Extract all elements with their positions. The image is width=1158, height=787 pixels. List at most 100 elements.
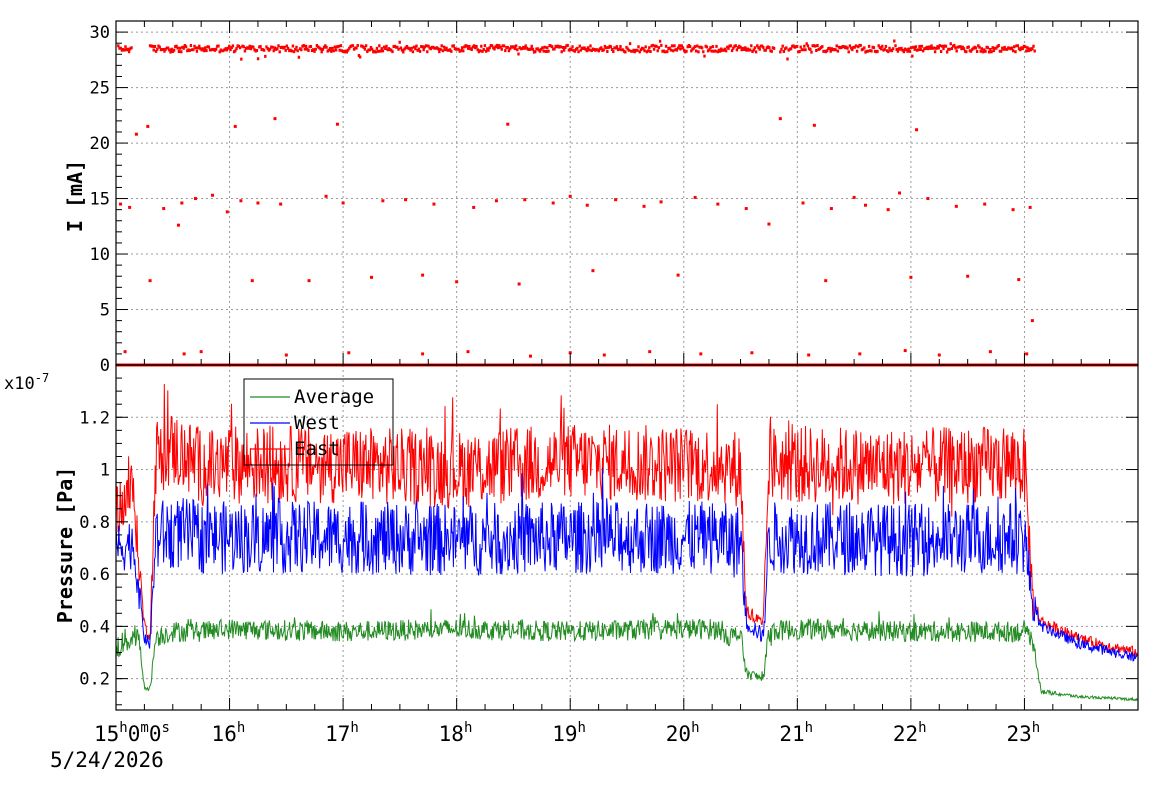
hour-number: 20 <box>666 722 691 746</box>
current-point <box>812 123 816 127</box>
time-hour-label: 19h <box>552 720 586 746</box>
axes <box>115 20 1139 711</box>
current-point <box>128 205 132 209</box>
current-point <box>966 274 970 278</box>
current-point <box>421 273 425 277</box>
current-point <box>659 200 663 204</box>
current-point <box>494 199 498 203</box>
current-point <box>676 273 680 277</box>
origin-hours: 15 <box>94 722 119 746</box>
legend-box <box>243 378 394 466</box>
current-point <box>193 197 197 201</box>
current-point <box>716 202 720 206</box>
hour-number: 16 <box>212 722 237 746</box>
current-point <box>852 195 856 199</box>
hour-number: 22 <box>893 722 918 746</box>
current-point <box>750 351 754 355</box>
current-point <box>585 203 589 207</box>
current-point <box>778 117 782 121</box>
hour-number: 21 <box>779 722 804 746</box>
time-hour-label: 22h <box>893 720 927 746</box>
current-point <box>284 353 288 357</box>
current-ytick-label: 20 <box>90 134 110 154</box>
time-hour-label: 23h <box>1006 720 1040 746</box>
current-series <box>116 39 1138 367</box>
current-ytick-label: 15 <box>90 190 110 210</box>
current-point <box>324 194 328 198</box>
pressure-series <box>115 383 1138 702</box>
legend-label-west: West <box>294 412 340 434</box>
pressure-ytick-label: 0.4 <box>79 617 110 637</box>
current-point <box>506 122 510 126</box>
current-point <box>307 279 311 283</box>
current-point <box>602 353 606 357</box>
current-point <box>937 353 941 357</box>
current-point <box>146 124 150 128</box>
current-point <box>273 117 277 121</box>
current-point <box>370 275 373 279</box>
current-point <box>591 269 595 273</box>
pressure-line-west <box>115 467 1138 662</box>
legend-label-east: East <box>294 438 340 460</box>
current-point <box>1011 208 1015 212</box>
current-point <box>517 282 521 286</box>
current-grid <box>115 21 1138 366</box>
current-ytick-label: 25 <box>90 79 110 99</box>
current-point <box>211 193 215 197</box>
pressure-line-east <box>115 383 1138 658</box>
current-point <box>404 198 408 202</box>
time-hour-label: 17h <box>325 720 359 746</box>
pressure-axis-title: Pressure [Pa] <box>53 467 77 624</box>
current-point <box>162 207 166 211</box>
current-ytick-label: 10 <box>90 245 110 265</box>
current-point <box>225 210 229 214</box>
current-point <box>551 201 555 205</box>
current-point <box>824 279 828 283</box>
current-point <box>148 279 152 283</box>
current-ytick-label: 0 <box>100 356 110 376</box>
current-point <box>182 352 186 356</box>
hour-number: 19 <box>552 722 577 746</box>
current-point <box>1017 278 1021 282</box>
current-point <box>648 350 652 354</box>
current-point <box>1030 319 1034 323</box>
current-point <box>119 202 123 206</box>
current-point <box>180 201 184 205</box>
current-point <box>767 222 771 226</box>
current-point <box>347 351 351 355</box>
current-point <box>807 353 811 357</box>
current-point <box>123 350 127 354</box>
current-point <box>568 351 572 355</box>
pressure-line-average <box>115 609 1138 702</box>
pressure-multiplier-base: x10 <box>4 374 35 394</box>
current-point <box>699 352 703 356</box>
pressure-ytick-label: 0.2 <box>79 670 110 690</box>
current-point <box>886 208 890 212</box>
current-point <box>256 201 260 205</box>
pressure-ytick-label: 1.2 <box>79 408 110 428</box>
origin-second-sup: s <box>161 720 169 736</box>
current-ytick-label: 5 <box>100 301 110 321</box>
pressure-ytick-label: 1 <box>100 461 110 481</box>
current-point <box>199 350 203 354</box>
current-point <box>239 199 243 203</box>
current-point <box>421 352 425 356</box>
current-point <box>472 205 476 209</box>
hour-number: 17 <box>325 722 350 746</box>
current-point <box>642 204 646 208</box>
current-point <box>954 204 958 208</box>
current-point <box>176 223 180 227</box>
hour-sup: h <box>805 720 813 736</box>
current-point <box>988 350 992 354</box>
current-point <box>455 280 459 284</box>
current-axis-title: I [mA] <box>63 160 87 232</box>
hour-sup: h <box>918 720 926 736</box>
current-point <box>898 191 902 195</box>
hour-sup: h <box>350 720 358 736</box>
current-point <box>909 275 913 279</box>
current-point <box>744 207 748 211</box>
pressure-multiplier: x10-7 <box>4 371 49 394</box>
pressure-ytick-label: 0.8 <box>79 513 110 533</box>
origin-minute-sup: m <box>140 720 148 736</box>
